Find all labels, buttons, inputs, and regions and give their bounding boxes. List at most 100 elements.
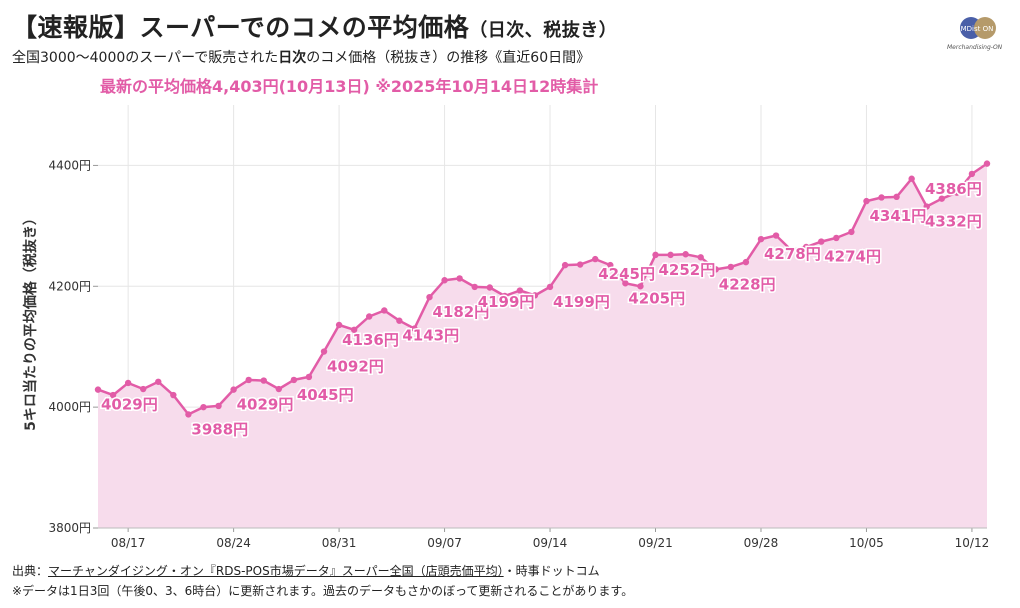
data-label: 4386円	[925, 180, 982, 198]
data-point	[486, 284, 493, 291]
axis-layer: 3800円 4000円 4200円 4400円 08/17 08/24 08/31 09/07…	[48, 158, 989, 550]
y-axis-label: 5キロ当たりの平均価格（税抜き）	[23, 211, 39, 431]
x-tick-label: 09/21	[638, 536, 673, 550]
data-point	[637, 283, 644, 290]
data-point	[411, 325, 418, 332]
data-label: 4092円	[327, 358, 384, 376]
data-point	[290, 376, 298, 384]
data-label: 4205円	[628, 289, 685, 307]
data-point	[592, 255, 599, 263]
data-point	[441, 277, 448, 284]
data-point	[501, 292, 509, 300]
data-point	[667, 251, 674, 259]
logo-mark: MDist ON	[961, 25, 994, 33]
data-point	[938, 195, 945, 202]
data-point	[456, 275, 463, 282]
data-point	[833, 234, 840, 242]
data-label: 4252円	[659, 261, 716, 279]
data-label: 4029円	[101, 396, 158, 414]
data-point	[863, 197, 870, 205]
data-point	[712, 266, 719, 273]
price-area-fill	[98, 163, 987, 528]
data-point	[878, 194, 885, 201]
data-label: 4143円	[402, 327, 459, 345]
y-tick-label: 4200円	[48, 279, 91, 293]
x-tick-label: 09/28	[744, 536, 779, 550]
data-label: 4136円	[342, 331, 399, 349]
data-point	[275, 385, 283, 393]
x-tick-label: 09/14	[533, 536, 568, 550]
data-label: 4029円	[237, 396, 294, 414]
data-point	[200, 403, 207, 411]
data-point	[260, 377, 267, 384]
chart-subtitle: 全国3000〜4000のスーパーで販売された日次のコメ価格（税抜き）の推移《直近…	[12, 50, 591, 66]
data-point	[124, 379, 132, 387]
x-tick-label: 10/05	[849, 536, 884, 550]
data-point	[94, 386, 102, 393]
data-point	[652, 251, 659, 259]
data-point	[576, 261, 584, 268]
y-tick-label: 3800円	[48, 521, 91, 535]
data-point	[215, 402, 222, 410]
data-point	[607, 261, 614, 269]
data-point	[908, 175, 915, 182]
x-tick-label: 09/07	[427, 536, 462, 550]
data-point	[953, 189, 961, 196]
data-point	[471, 283, 478, 291]
data-point	[983, 160, 991, 167]
data-label: 4199円	[553, 293, 610, 311]
data-point	[682, 251, 689, 258]
source-link[interactable]: マーチャンダイジング・オン『RDS-POS市場データ』スーパー全国（店頭売価平均…	[48, 564, 504, 578]
update-note: ※データは1日3回（午後0、3、6時台）に更新されます。過去のデータもさかのぼっ…	[12, 584, 634, 598]
area-layer	[97, 162, 988, 528]
data-label: 4332円	[925, 213, 982, 231]
data-point	[531, 292, 539, 299]
data-point	[968, 170, 976, 178]
point-layer	[94, 160, 991, 418]
data-point	[772, 232, 780, 239]
data-label: 3988円	[191, 420, 248, 438]
data-point	[230, 386, 237, 393]
data-point	[622, 280, 629, 287]
data-point	[170, 391, 177, 399]
data-label: 4199円	[478, 293, 535, 311]
data-label: 4045円	[297, 386, 354, 404]
x-tick-label: 10/12	[955, 536, 990, 550]
data-point	[893, 193, 900, 201]
data-point	[561, 261, 569, 269]
x-tick-label: 08/17	[111, 536, 146, 550]
data-label: 4182円	[432, 303, 489, 321]
data-point	[350, 326, 358, 333]
data-point	[787, 246, 795, 254]
data-point	[381, 307, 388, 314]
data-label: 4274円	[824, 248, 881, 266]
data-label: 4341円	[869, 207, 926, 225]
data-point	[516, 287, 524, 294]
y-tick-label: 4400円	[48, 158, 91, 172]
data-point	[305, 373, 313, 381]
x-tick-label: 08/31	[322, 536, 357, 550]
data-point	[366, 313, 373, 320]
data-point	[727, 263, 735, 271]
data-point	[742, 258, 750, 266]
data-point	[818, 238, 825, 245]
data-point	[546, 283, 554, 291]
data-point	[426, 293, 433, 301]
data-point	[155, 378, 162, 385]
data-point	[140, 385, 147, 393]
data-label: 4278円	[764, 245, 821, 263]
data-point	[320, 348, 328, 355]
y-tick-label: 4000円	[48, 400, 91, 414]
logo-text: Merchandising-ON	[947, 44, 1003, 51]
data-label: 4245円	[598, 265, 655, 283]
chart-title-suffix: （日次、税抜き）	[469, 20, 618, 41]
data-point	[245, 376, 252, 384]
merchandising-on-logo-icon: MDist ON	[960, 17, 996, 39]
data-point	[335, 321, 343, 329]
data-point	[697, 254, 704, 261]
data-point	[923, 203, 930, 210]
data-point	[848, 228, 855, 236]
source-line: 出典：マーチャンダイジング・オン『RDS-POS市場データ』スーパー全国（店頭売…	[12, 564, 600, 578]
